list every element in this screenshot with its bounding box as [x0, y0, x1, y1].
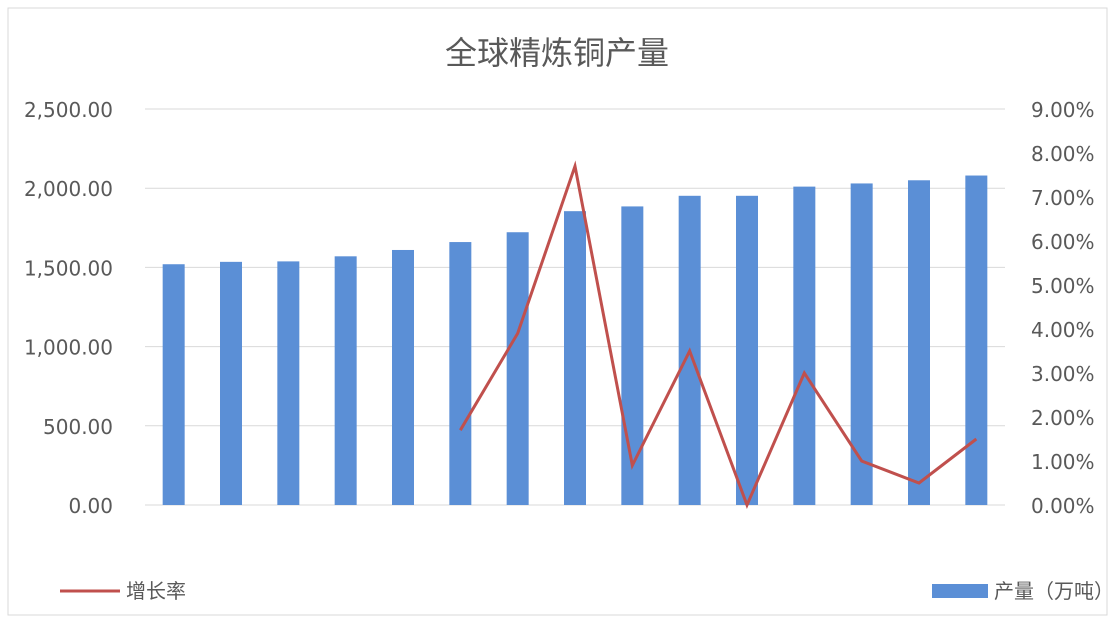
bar: [908, 180, 930, 505]
bar: [507, 232, 529, 505]
left-tick-label: 1,500.00: [24, 256, 113, 280]
right-tick-label: 8.00%: [1031, 142, 1095, 166]
left-tick-label: 2,500.00: [24, 98, 113, 122]
bar: [965, 176, 987, 505]
right-tick-label: 0.00%: [1031, 494, 1095, 518]
left-tick-label: 500.00: [43, 415, 113, 439]
right-tick-label: 3.00%: [1031, 362, 1095, 386]
bar: [163, 264, 185, 505]
chart-title: 全球精炼铜产量: [445, 34, 669, 72]
right-tick-label: 4.00%: [1031, 318, 1095, 342]
bar: [392, 250, 414, 505]
right-tick-label: 6.00%: [1031, 230, 1095, 254]
left-tick-label: 1,000.00: [24, 336, 113, 360]
right-tick-label: 1.00%: [1031, 450, 1095, 474]
right-tick-label: 7.00%: [1031, 186, 1095, 210]
bar: [736, 196, 758, 505]
bar: [793, 187, 815, 505]
bar: [277, 261, 299, 505]
right-tick-label: 2.00%: [1031, 406, 1095, 430]
bar: [564, 211, 586, 505]
bar: [449, 242, 471, 505]
left-tick-label: 0.00: [68, 494, 113, 518]
bar: [335, 256, 357, 505]
legend-label-output: 产量（万吨）: [994, 579, 1114, 603]
legend-label-growth: 增长率: [126, 579, 186, 603]
right-tick-label: 9.00%: [1031, 98, 1095, 122]
right-tick-label: 5.00%: [1031, 274, 1095, 298]
left-tick-label: 2,000.00: [24, 177, 113, 201]
legend-bar-swatch: [932, 584, 988, 598]
bar: [220, 262, 242, 505]
bar: [851, 183, 873, 505]
